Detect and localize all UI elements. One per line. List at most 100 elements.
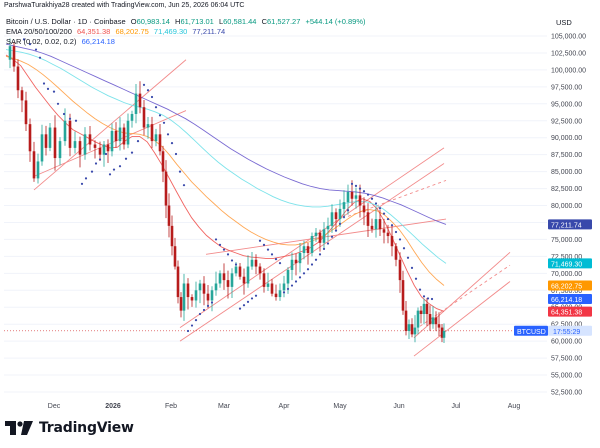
ema-line-ema-20: [5, 54, 445, 312]
sar-dot: [354, 184, 358, 187]
candle-body: [218, 273, 222, 284]
sar-dot: [230, 259, 234, 262]
sar-dot: [422, 295, 426, 298]
candle-body: [362, 205, 366, 213]
candle-body: [198, 283, 202, 291]
candle-body: [186, 283, 190, 298]
candle-body: [32, 151, 36, 179]
candle-body: [442, 330, 446, 338]
sar-dot: [298, 276, 302, 279]
candle-body: [170, 225, 174, 247]
candle-body: [274, 293, 278, 298]
x-tick-label: Apr: [279, 403, 291, 410]
sar-dot: [398, 238, 402, 241]
candle-body: [366, 212, 370, 226]
btc-symbol-label: BTCUSD: [517, 329, 546, 336]
sar-dot: [342, 215, 346, 219]
candle-body: [164, 171, 168, 206]
candle-body: [173, 246, 177, 267]
candle-body: [53, 127, 57, 159]
y-tick-label: 52,500.00: [551, 390, 582, 397]
sar-dot: [108, 173, 112, 176]
candle-body: [73, 141, 77, 148]
candle-body: [182, 283, 186, 311]
sar-dot: [94, 162, 98, 165]
candle-body: [28, 124, 32, 152]
sar-dot: [226, 253, 230, 256]
price-tag: [548, 294, 592, 305]
sar-dot: [214, 238, 218, 241]
x-tick-label: Mar: [218, 403, 231, 410]
candle-body: [314, 232, 318, 237]
candle-body: [310, 236, 314, 253]
candle-body: [161, 151, 165, 172]
candle-body: [126, 120, 130, 145]
sar-dot: [218, 243, 222, 246]
ema-line-ema-200: [5, 43, 447, 225]
x-tick-label: Feb: [165, 403, 177, 410]
legend-ema100: 71,469.30: [153, 27, 188, 36]
sar-dot: [210, 301, 214, 304]
y-tick-label: 62,500.00: [551, 322, 582, 329]
sar-dot: [98, 158, 102, 161]
sar-dots: [22, 38, 434, 333]
ema-lines: [5, 43, 447, 312]
channel-line: [205, 218, 447, 255]
ema-line-ema-50: [5, 55, 445, 286]
sar-dot: [358, 187, 362, 190]
x-tick-label: May: [333, 403, 347, 410]
y-tick-label: 55,000.00: [551, 373, 582, 380]
candle-body: [122, 127, 126, 145]
sar-dot: [406, 256, 410, 259]
sar-dot: [370, 197, 374, 200]
candle-body: [202, 283, 206, 294]
sar-dot: [52, 90, 56, 93]
candle-body: [150, 124, 154, 142]
candle-body: [167, 205, 171, 226]
sar-dot: [378, 207, 382, 210]
candle-body: [36, 161, 40, 179]
sar-dot: [366, 193, 370, 196]
sar-dot: [146, 89, 150, 92]
sar-dot: [242, 304, 246, 307]
price-tag-label: 64,351.38: [551, 310, 582, 317]
candle-body: [246, 266, 250, 284]
sar-dot: [150, 95, 154, 99]
candle-body: [334, 212, 338, 220]
sar-dot: [194, 319, 198, 322]
sar-dot: [80, 182, 84, 185]
candle-body: [419, 310, 423, 315]
sar-dot: [62, 112, 66, 116]
channel-midline: [347, 180, 447, 217]
sar-dot: [330, 235, 334, 238]
legend-sar: SAR (0.02, 0.02, 0.2) 66,214.18: [6, 37, 118, 46]
candle-body: [358, 195, 362, 206]
sar-dot: [28, 43, 32, 46]
time-axis: Dec 2026 Feb Mar Apr May Jun Jul Aug: [48, 403, 521, 410]
legend-ema20: 64,351.38: [76, 27, 111, 36]
candle-body: [98, 147, 102, 155]
x-tick-label: Dec: [48, 403, 61, 410]
sar-dot: [410, 266, 414, 270]
sar-dot: [394, 230, 398, 234]
tradingview-logo[interactable]: TradingView: [5, 418, 134, 438]
candle-body: [68, 120, 72, 148]
candle-body: [282, 283, 286, 291]
candle-body: [404, 310, 408, 331]
price-tag-label: 77,211.74: [551, 222, 582, 229]
candle-body: [222, 273, 226, 281]
candle-body: [342, 202, 346, 209]
candle-body: [48, 127, 52, 148]
y-tick-label: 80,000.00: [551, 203, 582, 210]
legend-change: +544.14 (+0.89%): [305, 17, 366, 26]
sar-dot: [302, 272, 306, 275]
candle-body: [290, 259, 294, 270]
candle-body: [425, 303, 429, 315]
candle-body: [134, 93, 138, 114]
y-tick-label: 95,000.00: [551, 101, 582, 108]
sar-dot: [374, 202, 378, 205]
sar-dot: [294, 280, 298, 283]
candle-body: [382, 229, 386, 233]
